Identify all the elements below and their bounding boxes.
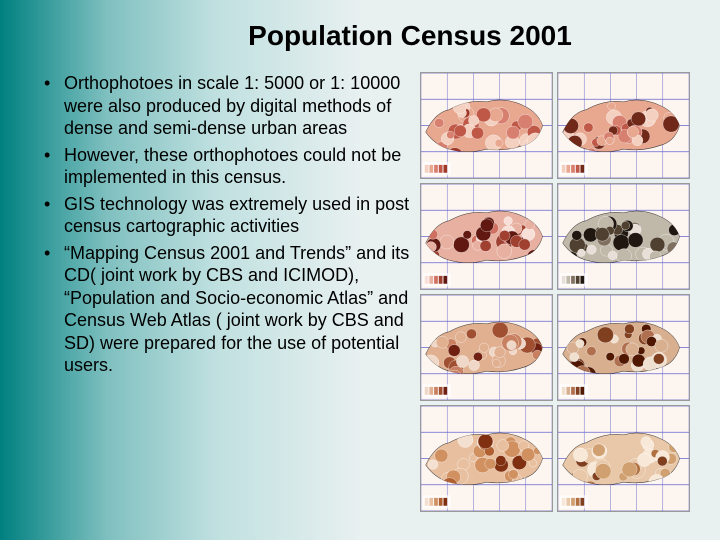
slide-container: Population Census 2001 Orthophotoes in s… [0, 0, 720, 540]
map-panel-4 [420, 294, 553, 401]
bullet-list: Orthophotoes in scale 1: 5000 or 1: 1000… [40, 72, 410, 377]
map-panel-3 [557, 183, 690, 290]
bullet-item: However, these orthophotoes could not be… [40, 144, 410, 189]
map-panel-7 [557, 405, 690, 512]
text-column: Orthophotoes in scale 1: 5000 or 1: 1000… [30, 72, 410, 512]
map-panel-1 [557, 72, 690, 179]
content-row: Orthophotoes in scale 1: 5000 or 1: 1000… [30, 72, 690, 512]
bullet-item: Orthophotoes in scale 1: 5000 or 1: 1000… [40, 72, 410, 140]
map-panel-2 [420, 183, 553, 290]
bullet-item: GIS technology was extremely used in pos… [40, 193, 410, 238]
bullet-item: “Mapping Census 2001 and Trends” and its… [40, 242, 410, 377]
map-panel-0 [420, 72, 553, 179]
maps-column [420, 72, 690, 512]
map-panel-5 [557, 294, 690, 401]
map-panel-6 [420, 405, 553, 512]
slide-title: Population Census 2001 [130, 20, 690, 52]
